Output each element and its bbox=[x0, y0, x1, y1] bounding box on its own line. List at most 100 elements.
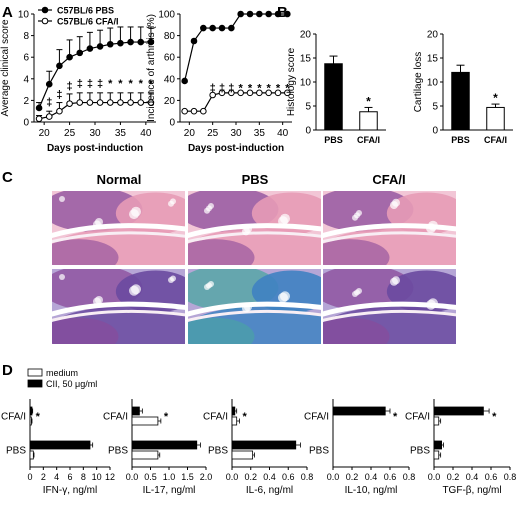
bar-medium bbox=[231, 450, 254, 460]
data-point bbox=[45, 80, 53, 88]
x-tick-label: 30 bbox=[230, 128, 242, 139]
micrograph-tb-0 bbox=[52, 269, 185, 344]
significance-mark: * bbox=[493, 91, 498, 105]
panel-label-a: A bbox=[2, 4, 13, 21]
data-point bbox=[137, 38, 145, 46]
x-tick-label: 35 bbox=[254, 128, 266, 139]
x-tick-label: 0.4 bbox=[263, 472, 276, 482]
x-tick-label: 8 bbox=[81, 472, 86, 482]
tissue-region bbox=[188, 239, 255, 265]
data-point bbox=[137, 99, 145, 106]
series-line-2 bbox=[38, 101, 151, 120]
x-tick-label: 0.8 bbox=[301, 472, 314, 482]
marrow-space bbox=[129, 209, 139, 220]
y-tick-label: 8 bbox=[23, 31, 29, 42]
joint-space bbox=[323, 223, 456, 239]
significance-mark: ‡ bbox=[56, 89, 62, 101]
x-tick-label: 1.0 bbox=[163, 472, 176, 482]
micrograph-he-1 bbox=[188, 191, 321, 265]
x-tick-label: 0.6 bbox=[282, 472, 295, 482]
category-label: CFA/I bbox=[1, 412, 26, 423]
histology-col-normal: Normal bbox=[97, 172, 142, 187]
bar-cfai bbox=[359, 111, 378, 131]
x-tick-label: 0.0 bbox=[428, 472, 441, 482]
data-point bbox=[56, 107, 63, 115]
legend-entry: CII, 50 μg/ml bbox=[46, 379, 97, 389]
significance-mark: ‡ bbox=[87, 78, 93, 90]
data-point bbox=[228, 89, 235, 97]
y-tick-label: 6 bbox=[23, 53, 29, 64]
marrow-space bbox=[278, 292, 288, 303]
significance-mark: * bbox=[267, 83, 272, 95]
legend-entry: C57BL/6 CFA/I bbox=[57, 17, 119, 27]
panel-label-c: C bbox=[2, 169, 13, 186]
x-tick-label: 0.0 bbox=[226, 472, 239, 482]
marrow-space bbox=[93, 297, 101, 306]
significance-mark: * bbox=[276, 83, 281, 95]
significance-mark: * bbox=[149, 78, 154, 90]
y-tick-label: 100 bbox=[158, 10, 175, 21]
y-tick-label: 5 bbox=[432, 102, 438, 113]
micrograph-he-2 bbox=[323, 191, 456, 265]
y-axis-label: Cartilage loss bbox=[413, 52, 424, 113]
significance-mark: * bbox=[108, 78, 113, 90]
category-label: PBS bbox=[451, 135, 470, 145]
data-point bbox=[181, 107, 188, 115]
chart-il-6: 0.0 0.2 0.4 0.6 0.8 IL-6, ng/ml CFA/I * PBS bbox=[203, 399, 313, 496]
bar-cii bbox=[231, 440, 297, 450]
marrow-space bbox=[426, 223, 436, 234]
significance-mark: * bbox=[36, 411, 41, 423]
marrow-space bbox=[59, 196, 65, 202]
chart-clinical-score: 0 2 4 6 8 10 20 25 30 35 40 Days post-induction Aver… bbox=[0, 6, 156, 154]
significance-mark: * bbox=[139, 78, 144, 90]
x-tick-label: 0 bbox=[27, 472, 32, 482]
data-point bbox=[96, 43, 104, 50]
x-tick-label: 10 bbox=[92, 472, 102, 482]
data-point bbox=[200, 107, 207, 115]
bar-medium bbox=[29, 450, 34, 460]
bar-cii bbox=[433, 406, 484, 416]
significance-mark: * bbox=[248, 83, 253, 95]
data-point bbox=[106, 40, 114, 48]
x-tick-label: 35 bbox=[115, 128, 127, 139]
significance-mark: ‡ bbox=[97, 78, 103, 90]
marrow-space bbox=[168, 200, 174, 207]
marrow-space bbox=[204, 207, 210, 214]
data-point bbox=[147, 99, 155, 106]
legend-entry: medium bbox=[46, 368, 78, 378]
category-label: CFA/I bbox=[304, 412, 329, 423]
marrow-space bbox=[59, 274, 65, 280]
data-point bbox=[76, 49, 84, 57]
x-tick-label: 0.8 bbox=[403, 472, 416, 482]
data-point bbox=[86, 99, 94, 106]
chart-incidence: 0 20 40 60 80 100 20 25 30 35 40 Days post-inductio… bbox=[146, 10, 292, 154]
marrow-space bbox=[278, 216, 288, 227]
x-axis-label: IL-10, ng/ml bbox=[345, 485, 398, 496]
legend-entry: C57BL/6 PBS bbox=[57, 6, 114, 16]
x-tick-label: 0.5 bbox=[144, 472, 157, 482]
y-tick-label: 60 bbox=[164, 53, 176, 64]
data-point bbox=[66, 100, 73, 107]
chart-ifn-gamma: 0 2 4 6 8 10 12 IFN-γ, ng/ml CFA/I * PBS mediumCII,… bbox=[1, 368, 115, 496]
category-label: CFA/I bbox=[484, 135, 507, 145]
joint-space bbox=[323, 231, 456, 244]
series-line-2 bbox=[184, 92, 288, 112]
x-tick-label: 0.0 bbox=[126, 472, 139, 482]
marrow-space bbox=[352, 291, 358, 297]
marrow-space bbox=[390, 277, 398, 286]
x-tick-label: 25 bbox=[207, 128, 219, 139]
data-point bbox=[127, 38, 134, 46]
x-tick-label: 0.2 bbox=[447, 472, 460, 482]
significance-mark: * bbox=[492, 411, 497, 423]
micrograph-tb-2 bbox=[323, 269, 456, 344]
significance-mark: * bbox=[118, 78, 123, 90]
joint-space bbox=[323, 301, 456, 317]
x-axis-label: IL-6, ng/ml bbox=[246, 485, 293, 496]
data-point bbox=[256, 89, 263, 97]
x-tick-label: 2 bbox=[41, 472, 46, 482]
category-label: PBS bbox=[108, 446, 128, 457]
bar-medium bbox=[131, 416, 159, 426]
joint-space bbox=[188, 309, 321, 322]
y-tick-label: 4 bbox=[23, 74, 29, 85]
